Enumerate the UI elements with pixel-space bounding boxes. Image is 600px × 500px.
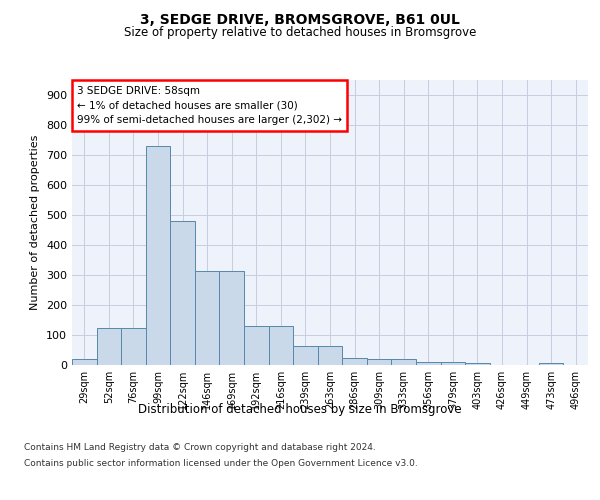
Bar <box>342 358 367 365</box>
Bar <box>440 362 465 365</box>
Text: Contains HM Land Registry data © Crown copyright and database right 2024.: Contains HM Land Registry data © Crown c… <box>24 442 376 452</box>
Bar <box>367 359 391 365</box>
Bar <box>416 362 440 365</box>
Bar <box>318 346 342 365</box>
Bar <box>465 362 490 365</box>
Y-axis label: Number of detached properties: Number of detached properties <box>31 135 40 310</box>
Text: 3 SEDGE DRIVE: 58sqm
← 1% of detached houses are smaller (30)
99% of semi-detach: 3 SEDGE DRIVE: 58sqm ← 1% of detached ho… <box>77 86 342 126</box>
Bar <box>220 270 244 365</box>
Bar <box>391 359 416 365</box>
Bar <box>244 326 269 365</box>
Text: Size of property relative to detached houses in Bromsgrove: Size of property relative to detached ho… <box>124 26 476 39</box>
Bar <box>97 328 121 365</box>
Bar <box>293 346 318 365</box>
Bar <box>269 326 293 365</box>
Text: Distribution of detached houses by size in Bromsgrove: Distribution of detached houses by size … <box>138 402 462 415</box>
Bar <box>170 221 195 365</box>
Bar <box>539 362 563 365</box>
Text: Contains public sector information licensed under the Open Government Licence v3: Contains public sector information licen… <box>24 459 418 468</box>
Bar <box>72 359 97 365</box>
Text: 3, SEDGE DRIVE, BROMSGROVE, B61 0UL: 3, SEDGE DRIVE, BROMSGROVE, B61 0UL <box>140 12 460 26</box>
Bar <box>195 270 220 365</box>
Bar <box>146 146 170 365</box>
Bar <box>121 328 146 365</box>
